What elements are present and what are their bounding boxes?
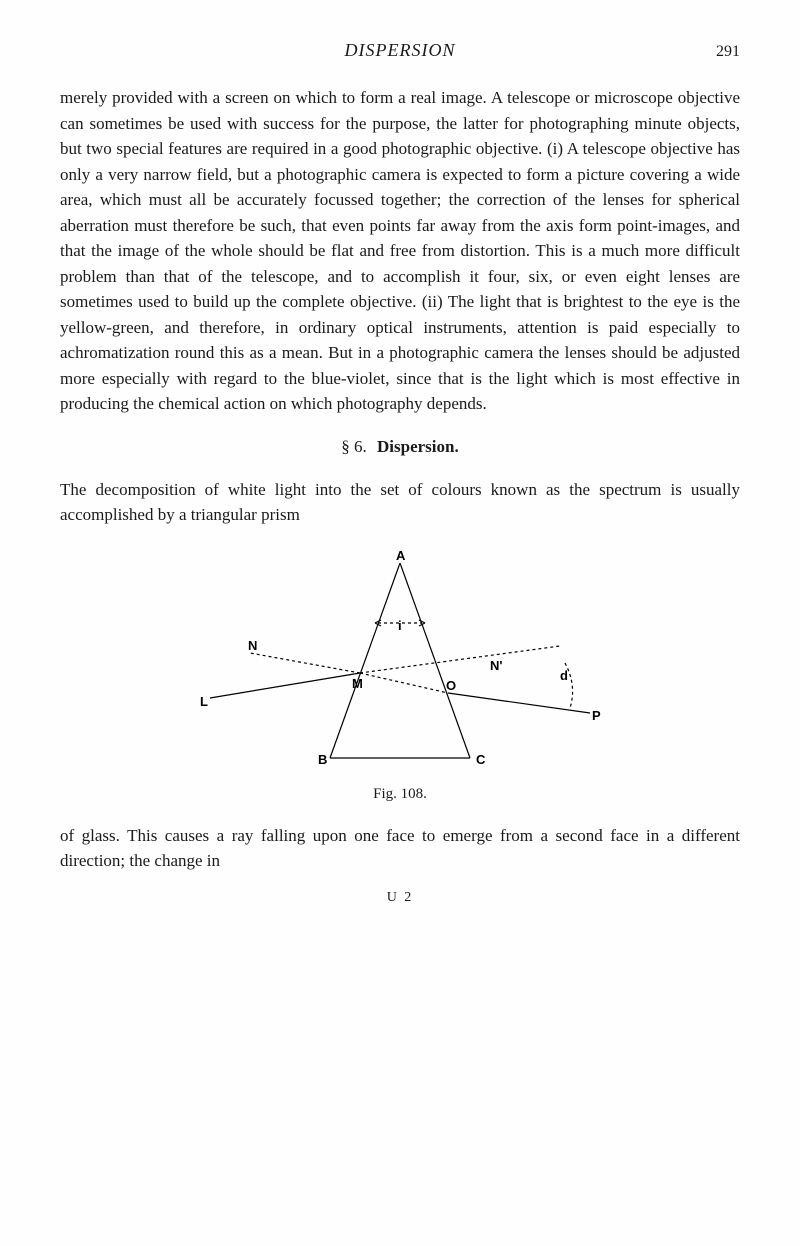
svg-text:O: O — [446, 678, 456, 693]
svg-text:M: M — [352, 676, 363, 691]
body-paragraph-1: merely provided with a screen on which t… — [60, 85, 740, 417]
running-title: DISPERSION — [100, 40, 700, 61]
svg-text:B: B — [318, 752, 327, 767]
svg-text:N: N — [248, 638, 257, 653]
svg-text:C: C — [476, 752, 486, 767]
page-header: DISPERSION 291 — [60, 40, 740, 61]
svg-text:A: A — [396, 548, 406, 563]
body-paragraph-3: of glass. This causes a ray falling upon… — [60, 823, 740, 874]
figure-caption: Fig. 108. — [60, 786, 740, 803]
page-number: 291 — [700, 43, 740, 61]
svg-text:N': N' — [490, 658, 502, 673]
section-heading: § 6. Dispersion. — [60, 437, 740, 457]
section-label: Dispersion. — [377, 437, 459, 456]
svg-text:P: P — [592, 708, 601, 723]
figure-108: A B C L P M O N N' i d — [60, 548, 740, 778]
signature-mark: U 2 — [60, 890, 740, 906]
svg-text:L: L — [200, 694, 208, 709]
svg-text:d: d — [560, 668, 568, 683]
prism-diagram: A B C L P M O N N' i d — [190, 548, 610, 778]
section-number: § 6. — [341, 437, 367, 456]
body-paragraph-2: The decomposition of white light into th… — [60, 477, 740, 528]
svg-text:i: i — [398, 618, 402, 633]
